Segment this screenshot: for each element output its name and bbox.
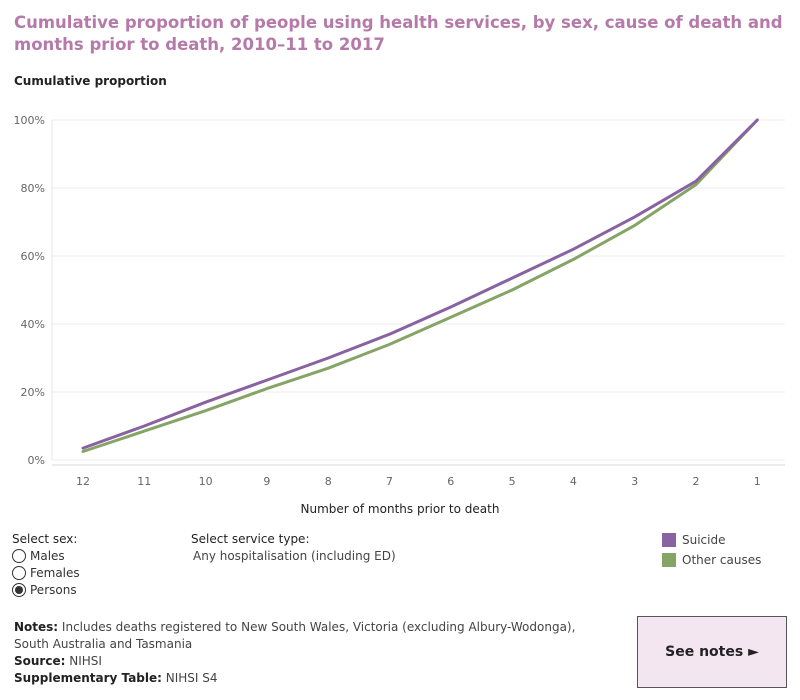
chart-title: Cumulative proportion of people using he…: [14, 13, 783, 54]
x-tick-label: 5: [509, 475, 516, 488]
x-axis-title: Number of months prior to death: [301, 502, 500, 516]
y-tick-label: 100%: [14, 114, 45, 127]
y-axis-title: Cumulative proportion: [14, 74, 167, 88]
y-tick-label: 80%: [21, 182, 45, 195]
y-tick-label: 0%: [28, 454, 45, 467]
radio-icon-males[interactable]: [12, 549, 26, 563]
line-chart: 0% 20% 40% 60% 80% 100% 12 11 10 9 8 7 6 5 4 3 2 1 Numbe…: [14, 114, 785, 516]
x-tick-label: 7: [386, 475, 393, 488]
legend-label: Suicide: [682, 533, 726, 547]
x-axis: 12 11 10 9 8 7 6 5 4 3 2 1: [76, 475, 761, 488]
service-select-label: Select service type:: [191, 532, 310, 546]
x-tick-label: 12: [76, 475, 90, 488]
x-tick-label: 4: [570, 475, 577, 488]
legend-item-suicide: Suicide: [662, 533, 726, 547]
y-tick-label: 40%: [21, 318, 45, 331]
sex-option-females[interactable]: Females: [12, 566, 80, 580]
series-line-suicide: [81, 118, 759, 450]
series-lines: [81, 118, 759, 453]
x-tick-label: 8: [325, 475, 332, 488]
y-axis: 0% 20% 40% 60% 80% 100%: [14, 114, 45, 467]
supplementary-line: Supplementary Table: NIHSI S4: [14, 671, 218, 685]
sex-option-persons[interactable]: Persons: [12, 583, 77, 597]
legend-item-other-causes: Other causes: [662, 553, 761, 567]
series-line-other-causes: [81, 118, 759, 453]
y-tick-label: 20%: [21, 386, 45, 399]
legend-label: Other causes: [682, 553, 762, 567]
x-tick-label: 11: [137, 475, 151, 488]
see-notes-button[interactable]: See notes ►: [637, 616, 787, 688]
legend-swatch-other-causes: [662, 553, 676, 567]
source-line: Source: NIHSI: [14, 654, 102, 668]
x-tick-label: 1: [754, 475, 761, 488]
x-tick-label: 9: [263, 475, 270, 488]
sex-select-label: Select sex:: [12, 532, 78, 546]
radio-icon-persons[interactable]: [12, 583, 26, 597]
x-tick-label: 2: [693, 475, 700, 488]
sex-option-males[interactable]: Males: [12, 549, 65, 563]
x-tick-label: 6: [447, 475, 454, 488]
sex-option-label: Persons: [30, 583, 77, 597]
sex-option-label: Males: [30, 549, 65, 563]
notes-block: Notes: Includes deaths registered to New…: [14, 619, 614, 687]
x-tick-label: 10: [199, 475, 213, 488]
radio-icon-females[interactable]: [12, 566, 26, 580]
sex-option-label: Females: [30, 566, 80, 580]
x-tick-label: 3: [631, 475, 638, 488]
y-tick-label: 60%: [21, 250, 45, 263]
legend-swatch-suicide: [662, 533, 676, 547]
notes-line: Notes: Includes deaths registered to New…: [14, 620, 576, 651]
service-type-value[interactable]: Any hospitalisation (including ED): [193, 549, 396, 563]
chart-grid: [51, 119, 785, 466]
